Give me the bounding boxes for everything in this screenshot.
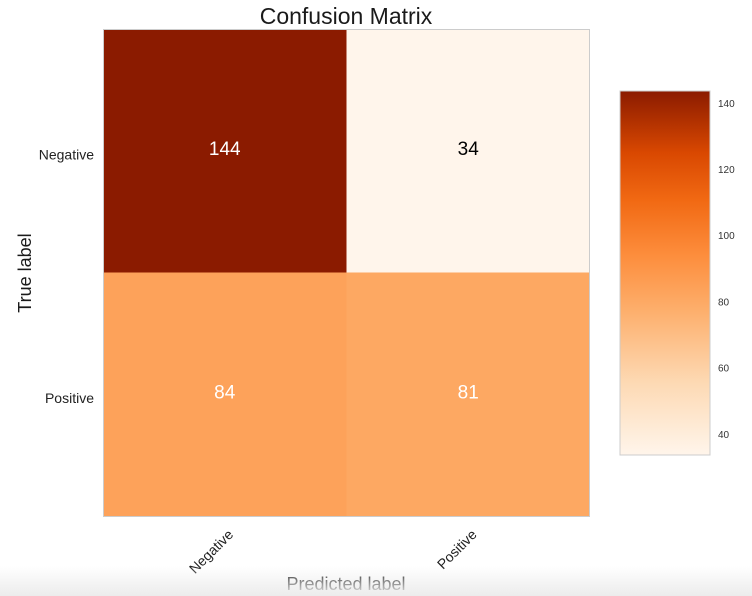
x-axis-ticks: Negative Positive — [186, 526, 480, 577]
heatmap-cells: 144 34 84 81 — [103, 29, 590, 516]
colorbar-tick-label-120: 120 — [718, 165, 735, 176]
colorbar — [619, 90, 711, 456]
y-tick-label-negative: Negative — [39, 146, 94, 162]
heatmap-cell-0-0 — [103, 29, 347, 273]
cell-value-label-1-1: 81 — [458, 382, 479, 403]
x-tick-label-negative: Negative — [186, 526, 237, 577]
cell-value-label-1-0: 84 — [214, 382, 236, 403]
y-axis-label: True label — [15, 233, 35, 312]
x-axis-label: Predicted label — [286, 574, 405, 594]
heatmap-cell-1-0 — [103, 272, 347, 516]
plot-frame — [103, 29, 590, 517]
y-axis-ticks: Negative Positive — [39, 146, 94, 406]
colorbar-ticks: 40 60 80 100 120 140 — [718, 99, 735, 441]
colorbar-tick-label-40: 40 — [718, 430, 730, 441]
chart-title: Confusion Matrix — [260, 3, 433, 29]
x-tick-label-positive: Positive — [434, 526, 480, 572]
colorbar-tick-label-80: 80 — [718, 297, 730, 308]
colorbar-tick-label-60: 60 — [718, 364, 730, 375]
colorbar-tick-label-100: 100 — [718, 231, 735, 242]
heatmap-cell-1-1 — [346, 272, 590, 516]
cell-value-label-0-0: 144 — [209, 139, 241, 160]
y-tick-label-positive: Positive — [45, 390, 94, 406]
heatmap-cell-0-1 — [346, 29, 590, 273]
cell-value-label-0-1: 34 — [458, 139, 480, 160]
colorbar-tick-label-140: 140 — [718, 99, 735, 110]
